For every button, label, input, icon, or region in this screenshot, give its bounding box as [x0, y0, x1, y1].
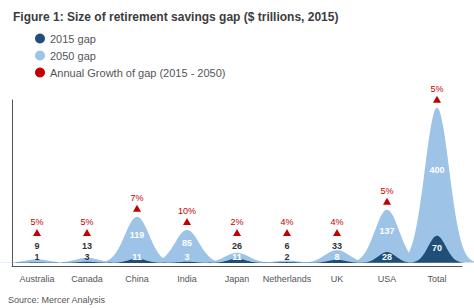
svg-text:11: 11 — [132, 252, 142, 262]
svg-text:26: 26 — [232, 241, 242, 251]
svg-text:USA: USA — [378, 274, 397, 284]
svg-text:4%: 4% — [330, 217, 343, 227]
svg-text:Annual Growth of gap (2015 - 2: Annual Growth of gap (2015 - 2050) — [50, 67, 226, 79]
svg-text:70: 70 — [432, 243, 442, 253]
svg-text:1: 1 — [34, 252, 39, 262]
svg-text:2015 gap: 2015 gap — [50, 33, 96, 45]
svg-text:Japan: Japan — [225, 274, 250, 284]
svg-text:2: 2 — [284, 252, 289, 262]
svg-text:119: 119 — [130, 230, 145, 240]
svg-text:85: 85 — [182, 238, 192, 248]
svg-text:Figure 1: Size of retirement s: Figure 1: Size of retirement savings gap… — [13, 10, 338, 24]
svg-text:6: 6 — [284, 241, 289, 251]
svg-text:11: 11 — [232, 252, 242, 262]
svg-text:Netherlands: Netherlands — [263, 274, 312, 284]
svg-text:UK: UK — [331, 274, 344, 284]
svg-text:3: 3 — [184, 252, 189, 262]
svg-text:India: India — [177, 274, 197, 284]
svg-text:10%: 10% — [178, 206, 196, 216]
svg-text:7%: 7% — [130, 193, 143, 203]
svg-text:9: 9 — [34, 241, 39, 251]
svg-text:2050 gap: 2050 gap — [50, 50, 96, 62]
svg-text:Australia: Australia — [19, 274, 54, 284]
svg-text:13: 13 — [82, 241, 92, 251]
svg-text:5%: 5% — [380, 186, 393, 196]
svg-text:4%: 4% — [280, 217, 293, 227]
svg-text:137: 137 — [379, 226, 394, 236]
svg-text:2%: 2% — [230, 217, 243, 227]
svg-text:Total: Total — [427, 274, 446, 284]
svg-text:8: 8 — [334, 252, 339, 262]
svg-text:Canada: Canada — [71, 274, 103, 284]
svg-text:5%: 5% — [430, 84, 443, 94]
svg-text:5%: 5% — [30, 217, 43, 227]
svg-text:3: 3 — [84, 252, 89, 262]
svg-text:5%: 5% — [80, 217, 93, 227]
svg-text:Source: Mercer Analysis: Source: Mercer Analysis — [8, 295, 106, 305]
svg-text:33: 33 — [332, 241, 342, 251]
svg-text:400: 400 — [429, 165, 444, 175]
svg-text:28: 28 — [382, 252, 392, 262]
svg-text:China: China — [125, 274, 149, 284]
